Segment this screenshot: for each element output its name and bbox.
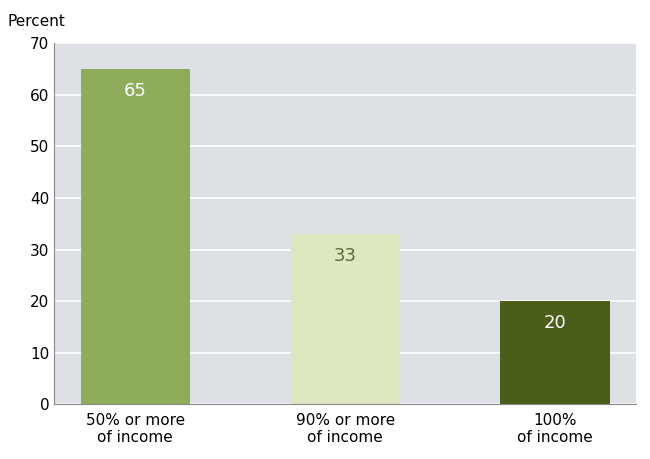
Text: 33: 33 (333, 247, 357, 265)
Bar (81, 69, 190, 404)
Text: 65: 65 (124, 82, 147, 100)
Bar (500, 301, 610, 404)
Text: 20: 20 (543, 314, 566, 332)
Text: Percent: Percent (8, 14, 66, 28)
Bar (291, 234, 400, 404)
